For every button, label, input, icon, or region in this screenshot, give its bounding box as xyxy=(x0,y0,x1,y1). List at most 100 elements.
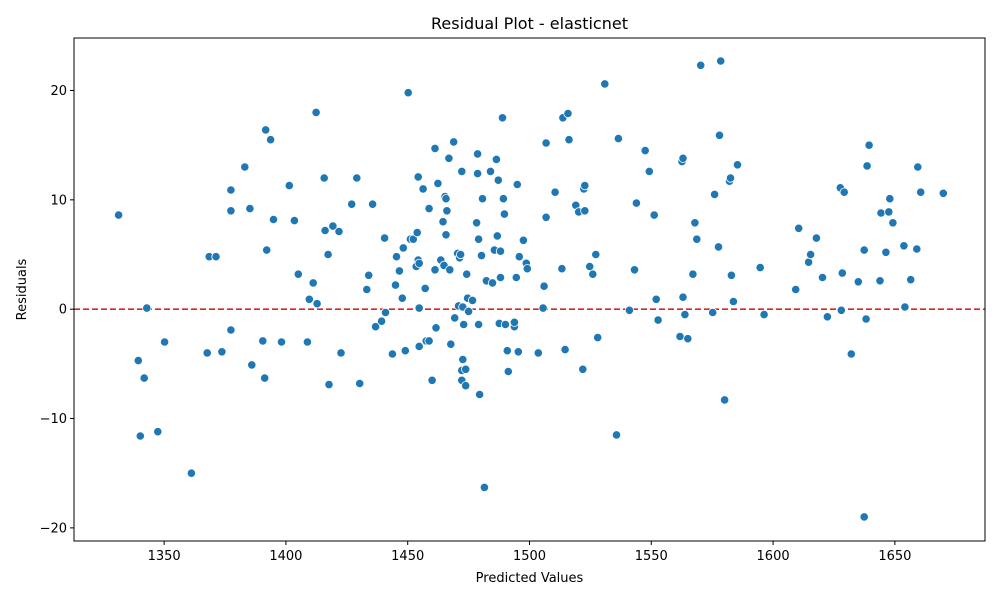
residual-point xyxy=(449,137,459,147)
residual-point xyxy=(518,235,529,245)
residual-point xyxy=(611,430,622,440)
residual-point xyxy=(690,218,700,228)
residual-point xyxy=(498,194,508,204)
residual-point xyxy=(564,135,574,145)
residual-point xyxy=(445,265,455,275)
residual-point xyxy=(160,337,170,347)
residual-point xyxy=(458,354,468,365)
residual-point xyxy=(114,210,124,220)
residual-point xyxy=(888,218,898,228)
x-axis-label: Predicted Values xyxy=(476,571,584,586)
residual-point xyxy=(675,331,685,342)
residual-point xyxy=(696,60,706,70)
residual-point xyxy=(593,332,603,343)
residual-point xyxy=(414,303,424,313)
residual-point xyxy=(692,234,702,244)
residual-point xyxy=(585,261,595,272)
residual-point xyxy=(495,246,506,256)
residual-point xyxy=(624,305,635,315)
residual-point xyxy=(476,251,487,261)
residual-point xyxy=(913,162,923,172)
residual-point xyxy=(457,166,467,176)
residual-point xyxy=(683,334,693,344)
residual-point xyxy=(591,249,601,260)
residual-point xyxy=(837,268,847,278)
x-tick-label: 1550 xyxy=(635,549,668,564)
residual-point xyxy=(397,293,407,303)
residual-point xyxy=(258,336,268,346)
residual-point xyxy=(441,230,451,240)
residual-point xyxy=(640,146,650,156)
residual-point xyxy=(725,173,736,183)
residual-point xyxy=(876,208,886,218)
residual-point xyxy=(431,323,441,333)
residual-point xyxy=(522,264,532,274)
residual-point xyxy=(418,184,428,194)
residual-point xyxy=(376,316,387,326)
residual-point xyxy=(487,278,498,288)
residual-point xyxy=(334,226,344,237)
residual-point xyxy=(817,272,828,283)
residual-point xyxy=(472,169,483,179)
residual-point xyxy=(803,257,814,267)
y-tick-label: 20 xyxy=(50,84,67,99)
residual-point xyxy=(455,249,466,260)
residual-point xyxy=(438,217,448,227)
residual-point xyxy=(324,379,334,390)
x-tick-label: 1400 xyxy=(269,549,302,564)
residual-point xyxy=(133,355,143,366)
residual-point xyxy=(709,189,720,199)
residual-point xyxy=(563,108,573,119)
residual-point xyxy=(319,173,329,183)
residual-point xyxy=(391,252,402,262)
residual-point xyxy=(211,252,221,262)
residual-point xyxy=(588,269,598,279)
residual-point xyxy=(336,348,346,358)
residual-point xyxy=(245,204,255,214)
residual-point xyxy=(846,349,856,359)
residual-point xyxy=(680,309,690,320)
residual-point xyxy=(503,366,513,377)
residual-point xyxy=(352,173,362,183)
residual-point xyxy=(379,233,390,243)
residual-point xyxy=(320,225,330,236)
residual-point xyxy=(328,221,338,231)
residual-point xyxy=(732,160,743,170)
x-tick-label: 1450 xyxy=(391,549,424,564)
residual-point xyxy=(444,153,454,163)
residual-point xyxy=(293,269,303,279)
residual-point xyxy=(859,245,869,255)
residual-point xyxy=(713,242,724,252)
residual-point xyxy=(811,233,822,243)
residual-point xyxy=(473,234,484,244)
y-tick-label: −10 xyxy=(40,412,67,427)
y-axis-label: Residuals xyxy=(15,258,30,320)
residual-point xyxy=(755,262,765,273)
residual-point xyxy=(462,269,472,279)
residual-point xyxy=(839,187,849,197)
residual-point xyxy=(308,278,318,288)
residual-point xyxy=(142,303,152,313)
residual-point xyxy=(463,306,474,316)
residual-point xyxy=(265,135,276,145)
residual-point xyxy=(859,512,869,522)
residual-point xyxy=(906,275,916,285)
residual-point xyxy=(394,266,404,276)
residual-point xyxy=(716,56,726,66)
residual-point xyxy=(500,319,510,330)
residual-point xyxy=(430,143,440,153)
x-axis: 1350 1400 1450 1500 1550 1600 1650 xyxy=(148,541,911,564)
residual-point xyxy=(492,231,502,241)
residual-point xyxy=(550,187,560,197)
residual-point xyxy=(413,172,423,182)
residual-point xyxy=(649,210,659,220)
residual-point xyxy=(853,277,863,287)
residual-point xyxy=(495,272,506,283)
residual-point xyxy=(441,194,451,204)
residual-point xyxy=(708,307,718,318)
residual-point xyxy=(493,175,503,185)
residual-point xyxy=(791,284,801,295)
residual-point xyxy=(412,228,422,238)
